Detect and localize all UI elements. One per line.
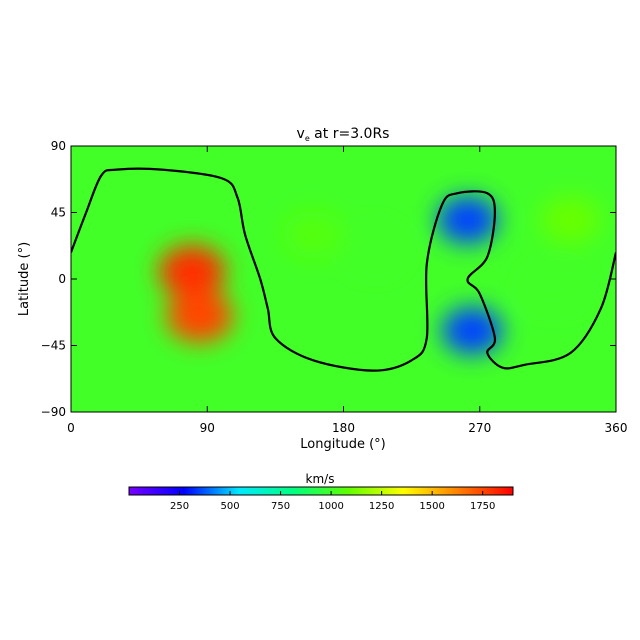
heatmap-feature-low xyxy=(441,307,503,355)
y-tick-label: 90 xyxy=(51,139,66,153)
colorbar-tick-label: 750 xyxy=(271,501,290,512)
chart-title: ve at r=3.0Rs xyxy=(297,126,390,143)
heatmap-feature-high xyxy=(158,245,226,299)
x-tick-label: 90 xyxy=(200,421,215,435)
colorbar xyxy=(128,486,514,496)
colorbar-tick-label: 1500 xyxy=(419,501,444,512)
colorbar-tick-label: 1000 xyxy=(318,501,343,512)
heatmap-feature-moderate xyxy=(343,225,405,274)
y-tick-label: −45 xyxy=(41,339,66,353)
colorbar-ticks: 250 500 750 1000 1250 1500 1750 xyxy=(170,491,495,512)
heatmap-feature-moderate xyxy=(540,196,601,244)
colorbar-tick-label: 1250 xyxy=(369,501,394,512)
x-tick-label: 180 xyxy=(332,421,355,435)
colorbar-tick-label: 250 xyxy=(170,501,189,512)
y-axis: 90 45 0 −45 −90 xyxy=(41,139,616,419)
x-axis-label: Longitude (°) xyxy=(300,437,385,452)
neutral-line xyxy=(71,167,616,372)
heatmap-features xyxy=(158,196,601,355)
x-tick-label: 0 xyxy=(67,421,75,435)
x-axis: 0 90 180 270 360 xyxy=(67,146,627,435)
colorbar-tick-label: 1750 xyxy=(470,501,495,512)
y-tick-label: 0 xyxy=(58,272,66,286)
x-tick-label: 360 xyxy=(605,421,628,435)
heatmap-feature-moderate xyxy=(525,262,586,311)
colorbar-label: km/s xyxy=(306,472,335,486)
heatmap-area xyxy=(71,146,616,412)
y-axis-label: Latitude (°) xyxy=(17,242,32,316)
colorbar-tick-label: 500 xyxy=(221,501,240,512)
y-tick-label: 45 xyxy=(51,206,66,220)
heatmap-feature-high xyxy=(166,289,233,343)
heatmap-feature-moderate xyxy=(282,211,344,259)
x-tick-label: 270 xyxy=(468,421,491,435)
y-tick-label: −90 xyxy=(41,405,66,419)
heatmap-feature-low xyxy=(437,196,498,244)
